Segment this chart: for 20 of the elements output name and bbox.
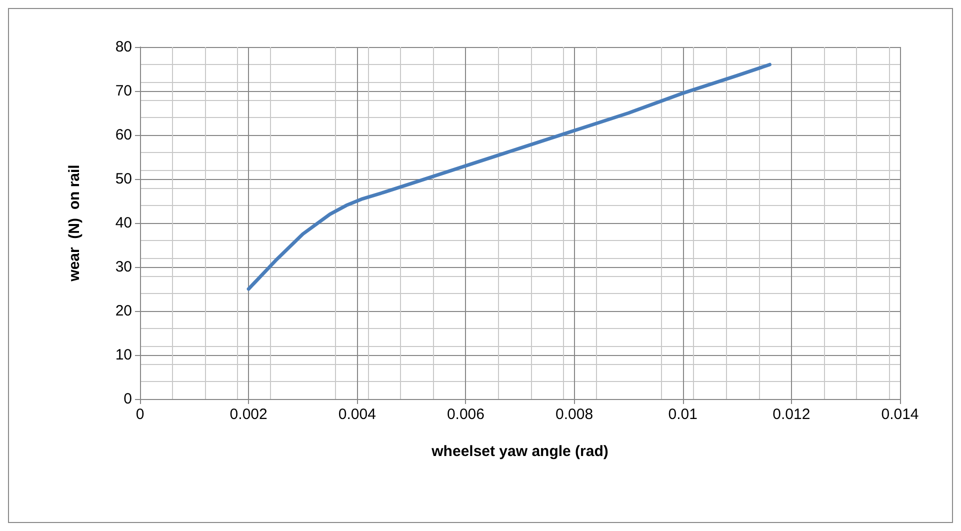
line-series — [246, 62, 772, 291]
y-tick-label: 70 — [115, 82, 132, 100]
x-tick-label: 0.01 — [668, 406, 698, 423]
x-tick-label: 0.002 — [230, 406, 268, 423]
x-axis-title: wheelset yaw angle (rad) — [430, 443, 608, 460]
y-tick-label: 20 — [115, 302, 132, 320]
x-tick-label: 0.004 — [338, 406, 376, 423]
y-tick-label: 10 — [115, 346, 132, 364]
y-tick-label: 80 — [115, 38, 132, 56]
x-tick-label: 0.006 — [446, 406, 484, 423]
y-tick-label: 50 — [115, 170, 132, 188]
y-tick-label: 30 — [115, 258, 132, 276]
x-tick-label: 0 — [136, 406, 144, 423]
y-tick-label: 40 — [115, 214, 132, 232]
y-axis-title: wear (N) on rail — [66, 164, 83, 282]
y-tick-label: 0 — [124, 390, 132, 408]
y-tick-label: 60 — [115, 126, 132, 144]
x-tick-label: 0.014 — [881, 406, 919, 423]
x-tick-label: 0.008 — [556, 406, 594, 423]
x-tick-label: 0.012 — [772, 406, 810, 423]
